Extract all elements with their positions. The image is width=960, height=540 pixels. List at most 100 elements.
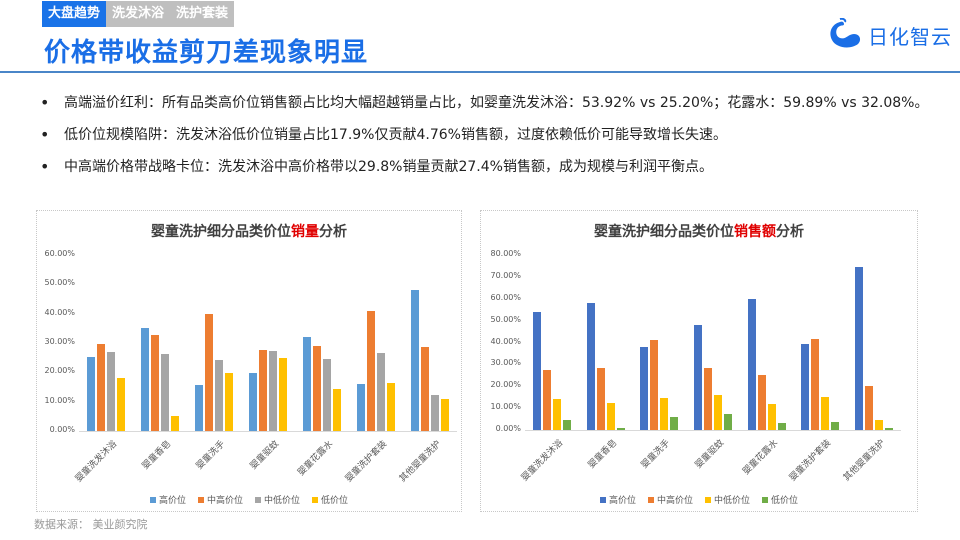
finding-text: 中高端价格带战略卡位：洗发沐浴中高价格带以29.8%销量贡献27.4%销售额，成…: [64, 159, 713, 175]
bar: [747, 298, 756, 430]
legend-swatch-icon: [197, 496, 204, 503]
page-title: 价格带收益剪刀差现象明显: [44, 38, 369, 68]
x-axis-label: 婴童洗手: [639, 438, 673, 471]
brand-logo: 日化智云: [826, 18, 952, 52]
bar: [757, 375, 766, 430]
y-axis-tick: 10.00%: [490, 402, 521, 412]
bar: [259, 349, 267, 431]
bar: [411, 290, 419, 431]
bar: [151, 334, 159, 431]
bar: [323, 359, 331, 431]
sales-volume-chart: 婴童洗护细分品类价位销量分析 0.00% 10.00% 20.00% 30.00% 40…: [36, 210, 462, 512]
bar: [606, 403, 615, 430]
x-axis-label: 婴童洗发沐浴: [73, 439, 120, 485]
bar: [694, 325, 702, 430]
x-axis-label: 婴童驱蚊: [693, 438, 727, 471]
bar: [801, 343, 810, 430]
y-axis-tick: 40.00%: [490, 336, 521, 346]
bar: [421, 347, 429, 431]
y-axis-tick: 30.00%: [490, 358, 521, 368]
bar: [831, 421, 840, 430]
logo-text: 日化智云: [868, 24, 952, 49]
bar: [431, 394, 439, 431]
legend-item: 中高价位: [197, 493, 243, 506]
x-axis-label: 其他婴童洗护: [397, 439, 444, 485]
chart-title: 婴童洗护细分品类价位销售额分析: [594, 224, 804, 240]
legend-swatch-icon: [762, 496, 769, 503]
y-axis-tick: 50.00%: [490, 314, 521, 324]
bar: [542, 370, 551, 430]
bar: [670, 416, 679, 430]
bar: [161, 353, 169, 431]
bar: [596, 367, 605, 430]
finding-item: • 低价位规模陷阱：洗发沐浴低价位销量占比17.9%仅贡献4.76%销售额，过度依…: [40, 122, 940, 148]
bar: [171, 416, 179, 431]
data-source-note: 数据来源： 美业颜究院: [34, 518, 148, 531]
bar: [767, 404, 776, 430]
finding-text: 高端溢价红利：所有品类高价位销售额占比均大幅超越销量占比，如婴童洗发沐浴：53.…: [64, 95, 929, 111]
bar: [562, 419, 571, 430]
y-axis-tick: 0.00%: [495, 424, 521, 433]
x-axis-label: 婴童香皂: [586, 438, 619, 471]
bar: [215, 360, 223, 431]
bar: [777, 422, 786, 430]
bar: [357, 384, 365, 431]
tab-market-trend[interactable]: 大盘趋势: [42, 1, 107, 27]
y-axis-tick: 20.00%: [44, 366, 75, 376]
chart-legend: 高价位 中高价位 中低价位 低价位: [37, 493, 461, 506]
bar: [377, 352, 385, 431]
bar: [616, 427, 625, 430]
tab-care-set[interactable]: 洗护套装: [170, 1, 235, 27]
bar: [855, 267, 864, 430]
y-axis-tick: 60.00%: [44, 249, 75, 258]
tab-shampoo-bath[interactable]: 洗发沐浴: [106, 1, 171, 27]
bar: [821, 396, 830, 430]
legend-item: 中低价位: [705, 493, 750, 506]
bar: [885, 427, 894, 430]
bar: [724, 413, 732, 430]
x-axis-label: 婴童洗发沐浴: [519, 438, 566, 484]
y-axis-tick: 20.00%: [490, 380, 521, 390]
bar: [552, 399, 561, 430]
finding-item: • 高端溢价红利：所有品类高价位销售额占比均大幅超越销量占比，如婴童洗发沐浴：53…: [40, 90, 940, 116]
sales-revenue-chart: 婴童洗护细分品类价位销售额分析 0.00% 10.00% 20.00% 30.00% 4…: [480, 210, 918, 512]
bar: [107, 351, 115, 431]
x-axis-label: 婴童洗手: [194, 439, 228, 472]
chart-title: 婴童洗护细分品类价位销量分析: [151, 224, 347, 240]
legend-swatch-icon: [149, 496, 156, 503]
y-axis-tick: 70.00%: [490, 270, 521, 280]
bar: [313, 346, 321, 431]
bar: [141, 327, 149, 431]
x-axis-label: 婴童驱蚊: [248, 439, 282, 472]
bar: [249, 372, 257, 431]
bar: [205, 313, 213, 431]
wave-logo-icon: [830, 18, 861, 48]
y-axis-tick: 10.00%: [44, 395, 75, 405]
bullet-icon: •: [40, 93, 50, 112]
legend-swatch-icon: [255, 496, 261, 503]
x-axis-line: [79, 431, 457, 432]
bar: [650, 339, 659, 430]
bar: [387, 383, 395, 431]
bar: [303, 336, 311, 431]
y-axis-tick: 0.00%: [49, 425, 75, 434]
legend-swatch-icon: [312, 496, 319, 503]
finding-item: • 中高端价格带战略卡位：洗发沐浴中高价格带以29.8%销量贡献27.4%销售额，…: [40, 154, 940, 180]
bar: [225, 372, 233, 431]
bar: [811, 339, 820, 430]
bullet-icon: •: [40, 125, 50, 144]
header-divider: [0, 71, 960, 73]
legend-item: 低价位: [762, 493, 798, 506]
y-axis-tick: 60.00%: [490, 292, 521, 302]
y-axis-tick: 80.00%: [490, 249, 521, 258]
bar: [87, 357, 95, 431]
bar: [714, 394, 722, 430]
x-axis-label: 婴童洗护套装: [788, 438, 834, 484]
legend-item: 中高价位: [647, 493, 693, 506]
x-axis-label: 婴童洗护套装: [343, 439, 390, 485]
bar: [875, 419, 884, 430]
bar: [586, 303, 595, 430]
key-findings: • 高端溢价红利：所有品类高价位销售额占比均大幅超越销量占比，如婴童洗发沐浴：53…: [40, 90, 940, 186]
bar: [97, 343, 105, 431]
legend-swatch-icon: [647, 496, 654, 503]
